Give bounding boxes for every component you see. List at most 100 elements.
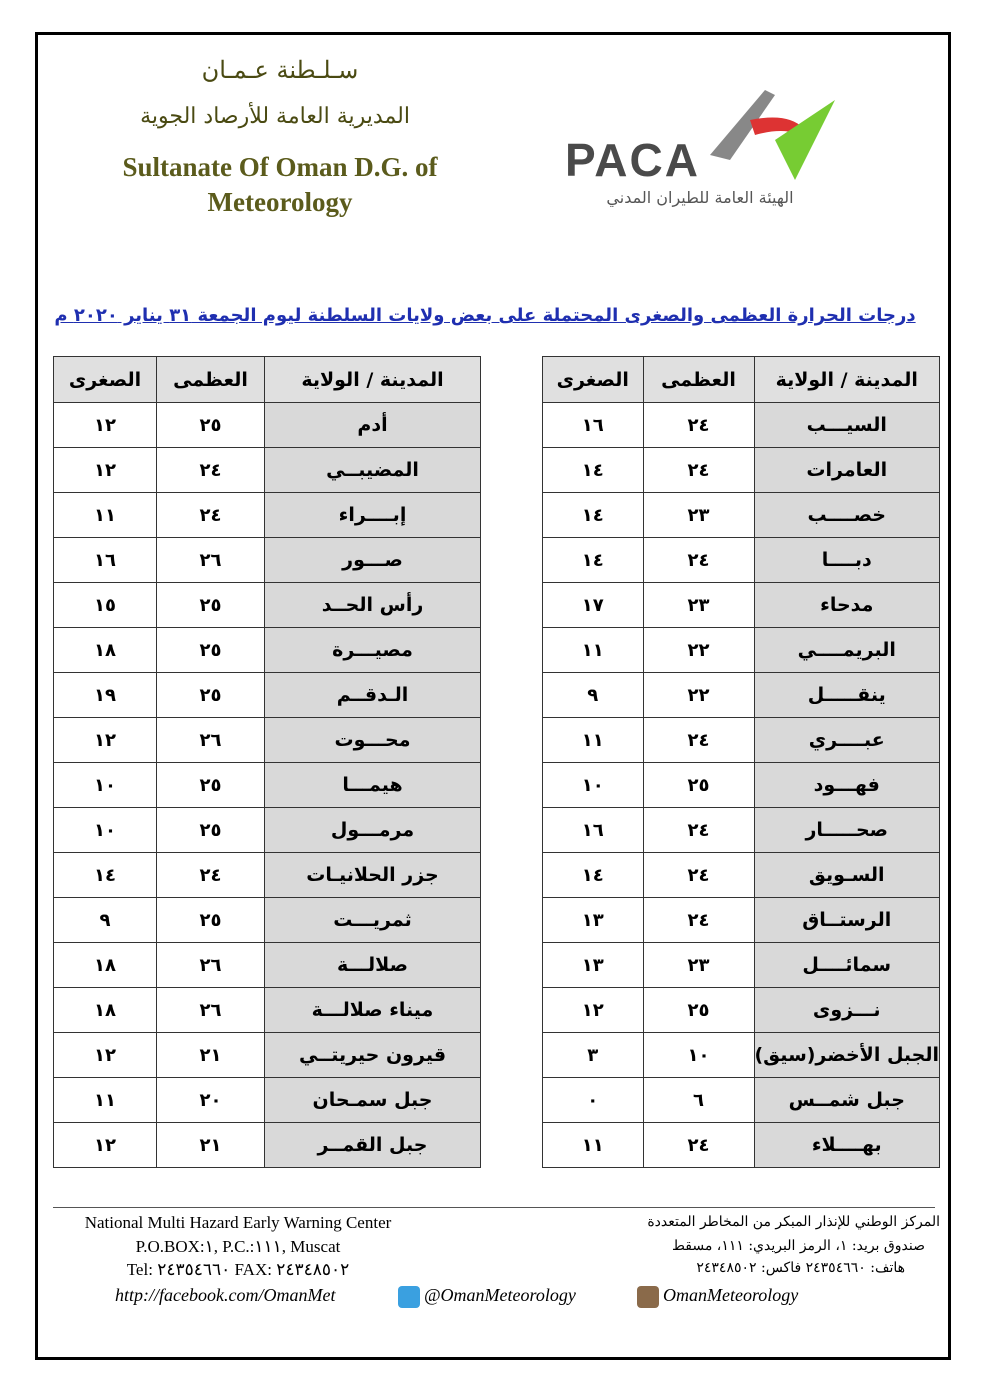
- city-cell: فهـــود: [753, 762, 940, 808]
- min-temp-cell: ١٠: [542, 762, 644, 808]
- max-temp-cell: ٢٤: [642, 717, 755, 763]
- max-temp-cell: ٢٤: [642, 897, 755, 943]
- city-cell: صحـــــار: [753, 807, 940, 853]
- min-temp-cell: ١٦: [542, 402, 644, 448]
- max-temp-cell: ٢٦: [156, 717, 265, 763]
- city-cell: البريمــــي: [753, 627, 940, 673]
- table-row: السـويق ٢٤ ١٤: [542, 852, 940, 898]
- footer-en-phone: Tel: ٢٤٣٥٤٦٦٠ FAX: ٢٤٣٤٨٥٠٢: [126, 1260, 350, 1279]
- table-row: محـــوت ٢٦ ١٢: [53, 717, 481, 763]
- city-cell: خصــــب: [753, 492, 940, 538]
- footer-en-address: P.O.BOX:١, P.C.:١١١, Muscat: [135, 1237, 341, 1256]
- city-cell: مصيـــرة: [264, 627, 481, 673]
- col-min: الصغرى: [542, 356, 644, 403]
- city-cell: ثمريـــت: [264, 897, 481, 943]
- max-temp-cell: ٦: [642, 1077, 755, 1123]
- paca-logo-icon: [710, 90, 835, 180]
- table-row: المضيبــي ٢٤ ١٢: [53, 447, 481, 493]
- temperature-table-right: المدينة / الولاية العظمى الصغرى السيـــب…: [542, 356, 940, 1168]
- city-cell: ميناء صلالـــة: [264, 987, 481, 1033]
- max-temp-cell: ٢٥: [156, 897, 265, 943]
- table-row: خصــــب ٢٣ ١٤: [542, 492, 940, 538]
- instagram-handle: OmanMeteorology: [663, 1285, 799, 1305]
- min-temp-cell: ١١: [53, 492, 157, 538]
- city-cell: جبل القمــر: [264, 1122, 481, 1168]
- city-cell: صـــور: [264, 537, 481, 583]
- table-row: مصيـــرة ٢٥ ١٨: [53, 627, 481, 673]
- max-temp-cell: ٢٦: [156, 537, 265, 583]
- table-row: جبل شمــس ٦ ٠: [542, 1077, 940, 1123]
- city-cell: قيرون حيريتــي: [264, 1032, 481, 1078]
- table-row: رأس الحــد ٢٥ ١٥: [53, 582, 481, 628]
- min-temp-cell: ٩: [53, 897, 157, 943]
- document-title: درجات الحرارة العظمى والصغرى المحتملة عل…: [54, 305, 916, 326]
- min-temp-cell: ١٣: [542, 897, 644, 943]
- city-cell: مدحاء: [753, 582, 940, 628]
- min-temp-cell: ١٣: [542, 942, 644, 988]
- city-cell: هيمـــا: [264, 762, 481, 808]
- table-row: صـــور ٢٦ ١٦: [53, 537, 481, 583]
- table-row: ينقـــــل ٢٢ ٩: [542, 672, 940, 718]
- min-temp-cell: ١٤: [542, 447, 644, 493]
- max-temp-cell: ٢٥: [156, 807, 265, 853]
- temperature-table-left: المدينة / الولاية العظمى الصغرى أدم ٢٥ ١٢ ا…: [53, 356, 481, 1168]
- city-cell: جبل شمــس: [753, 1077, 940, 1123]
- min-temp-cell: ١٢: [53, 1122, 157, 1168]
- facebook-link[interactable]: http://facebook.com/OmanMet: [115, 1285, 336, 1305]
- city-cell: صلالـــة: [264, 942, 481, 988]
- city-cell: إبــــراء: [264, 492, 481, 538]
- min-temp-cell: ١٠: [53, 762, 157, 808]
- footer-ar-center: المركز الوطني للإنذار المبكر من المخاطر …: [647, 1214, 940, 1230]
- max-temp-cell: ٢٥: [156, 762, 265, 808]
- city-cell: نـــزوى: [753, 987, 940, 1033]
- page-border: [35, 32, 951, 1360]
- max-temp-cell: ٢٦: [156, 942, 265, 988]
- max-temp-cell: ٢٤: [642, 402, 755, 448]
- instagram-link[interactable]: OmanMeteorology: [637, 1283, 798, 1308]
- table-row: ثمريـــت ٢٥ ٩: [53, 897, 481, 943]
- max-temp-cell: ٢٥: [156, 582, 265, 628]
- table-row: دبــــا ٢٤ ١٤: [542, 537, 940, 583]
- min-temp-cell: ١١: [542, 717, 644, 763]
- table-row: هيمـــا ٢٥ ١٠: [53, 762, 481, 808]
- twitter-handle: @OmanMeteorology: [424, 1285, 576, 1305]
- max-temp-cell: ٢٥: [156, 402, 265, 448]
- max-temp-cell: ٢٥: [156, 672, 265, 718]
- header-ar-country: سـلـطنة عـمـان: [201, 56, 359, 84]
- min-temp-cell: ١٤: [53, 852, 157, 898]
- city-cell: السـويق: [753, 852, 940, 898]
- min-temp-cell: ١٢: [53, 717, 157, 763]
- twitter-link[interactable]: @OmanMeteorology: [398, 1283, 576, 1308]
- city-cell: بهــــلاء: [753, 1122, 940, 1168]
- min-temp-cell: ١٢: [53, 447, 157, 493]
- table-row: فهـــود ٢٥ ١٠: [542, 762, 940, 808]
- max-temp-cell: ٢٣: [642, 942, 755, 988]
- col-max: العظمى: [642, 356, 755, 403]
- table-row: بهــــلاء ٢٤ ١١: [542, 1122, 940, 1168]
- table-row: جبل القمــر ٢١ ١٢: [53, 1122, 481, 1168]
- min-temp-cell: ١٤: [542, 852, 644, 898]
- max-temp-cell: ٢٥: [642, 987, 755, 1033]
- table-row: إبــــراء ٢٤ ١١: [53, 492, 481, 538]
- table-row: سمائــــل ٢٣ ١٣: [542, 942, 940, 988]
- city-cell: ينقـــــل: [753, 672, 940, 718]
- min-temp-cell: ١٤: [542, 492, 644, 538]
- min-temp-cell: ١٨: [53, 627, 157, 673]
- max-temp-cell: ٢٤: [156, 447, 265, 493]
- footer-ar-address: صندوق بريد: ١، الرمز البريدي: ١١١، مسقط: [672, 1238, 925, 1254]
- col-city: المدينة / الولاية: [264, 356, 481, 403]
- city-cell: الـدقــم: [264, 672, 481, 718]
- city-cell: دبــــا: [753, 537, 940, 583]
- table-row: صلالـــة ٢٦ ١٨: [53, 942, 481, 988]
- city-cell: العامرات: [753, 447, 940, 493]
- table-row: قيرون حيريتــي ٢١ ١٢: [53, 1032, 481, 1078]
- instagram-icon: [637, 1285, 659, 1308]
- table-row: عبــــري ٢٤ ١١: [542, 717, 940, 763]
- max-temp-cell: ٢٦: [156, 987, 265, 1033]
- max-temp-cell: ٢٣: [642, 492, 755, 538]
- city-cell: جبل سمـحان: [264, 1077, 481, 1123]
- table-row: الـدقــم ٢٥ ١٩: [53, 672, 481, 718]
- col-max: العظمى: [156, 356, 265, 403]
- table-row: جزر الحلانيـات ٢٤ ١٤: [53, 852, 481, 898]
- min-temp-cell: ١١: [542, 627, 644, 673]
